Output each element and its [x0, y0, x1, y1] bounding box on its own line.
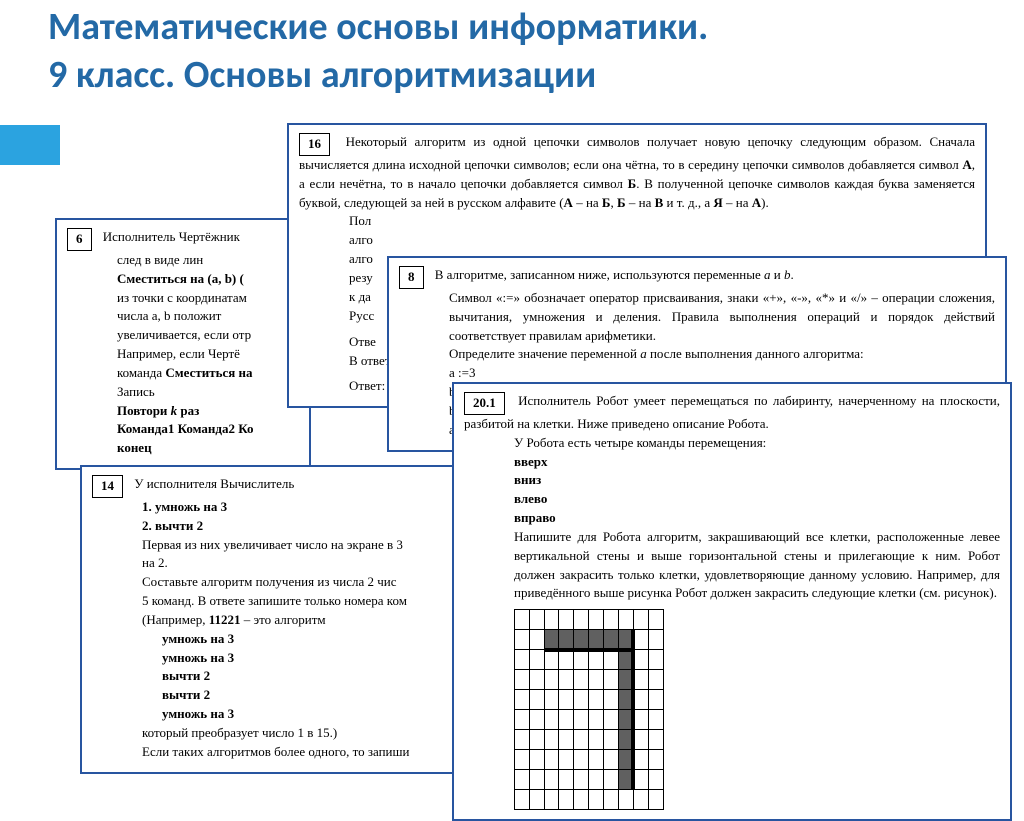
page-title: Математические основы информатики. 9 кла… [48, 4, 984, 99]
problem-number: 6 [67, 228, 92, 251]
problem-card-6: 6 Исполнитель Чертёжник след в виде лин … [55, 218, 311, 470]
robot-grid [464, 609, 664, 809]
problem-number: 16 [299, 133, 330, 156]
problem-number: 14 [92, 475, 123, 498]
title-line-1: Математические основы информатики. [48, 4, 708, 50]
accent-bar [0, 125, 60, 165]
title-line-2: 9 класс. Основы алгоритмизации [48, 52, 596, 98]
problem-card-20-1: 20.1 Исполнитель Робот умеет перемещатьс… [452, 382, 1012, 821]
problem-number: 8 [399, 266, 424, 289]
problem-number: 20.1 [464, 392, 505, 415]
